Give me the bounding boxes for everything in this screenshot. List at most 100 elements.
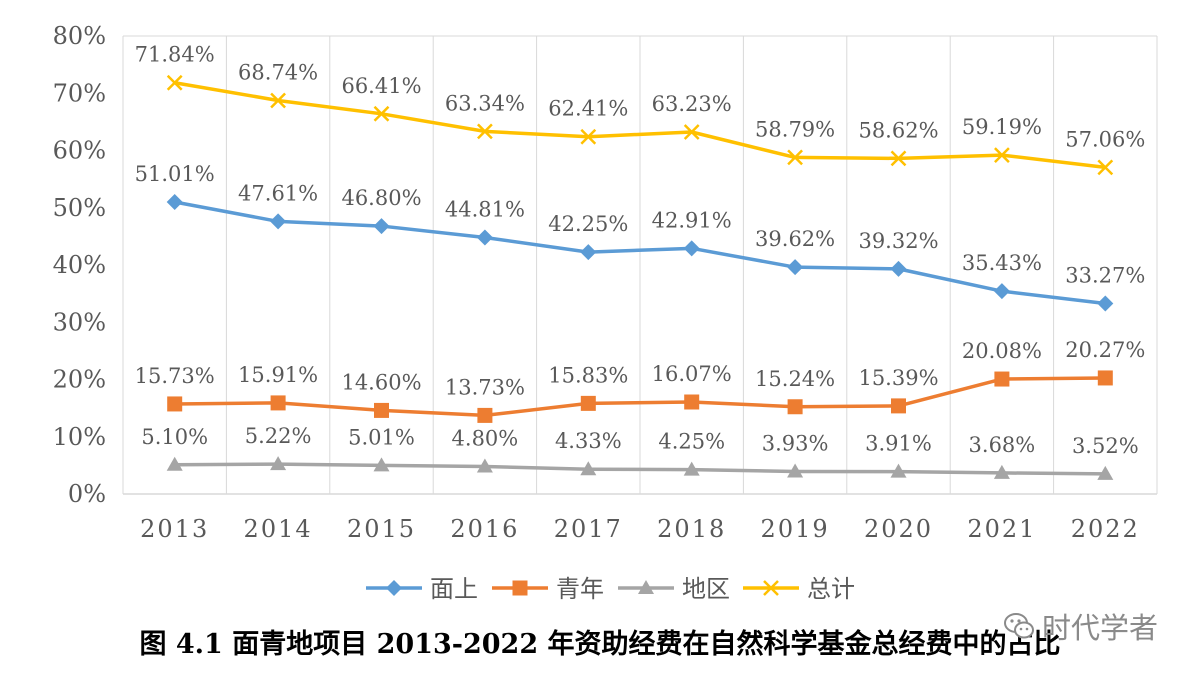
data-label: 51.01% [135,162,215,186]
legend-item: 总计 [743,575,855,603]
data-point-square [167,396,183,412]
data-label: 57.06% [1065,127,1145,151]
y-tick-label: 30% [53,308,106,336]
data-point-triangle [373,457,390,472]
data-point-square [374,402,389,418]
x-tick-label: 2017 [554,515,623,543]
series-line [174,462,1106,476]
data-label: 15.39% [858,366,938,390]
data-point-square [891,398,906,414]
data-point-triangle [580,461,597,476]
y-tick-label: 20% [53,366,106,394]
series-triangle: 5.10% 5.22% 5.01% 4.80% 4.33% 4.25% 3.93% 3.91%… [141,424,1139,480]
x-tick-label: 2014 [244,515,313,543]
watermark: 时代学者 [1002,605,1158,647]
wechat-icon [1004,613,1034,639]
data-label: 5.10% [141,425,208,449]
data-point-square [684,394,700,410]
data-point-square [580,395,596,411]
data-point-x [1097,159,1114,176]
data-label: 20.08% [962,339,1042,363]
data-point-triangle [1097,465,1114,480]
data-label: 4.33% [555,429,622,453]
y-tick-label: 50% [53,194,106,222]
y-tick-label: 60% [53,137,106,165]
y-tick-label: 10% [53,423,106,451]
data-point-triangle [476,458,493,473]
data-label: 3.93% [762,432,829,456]
data-label: 58.62% [858,118,938,142]
y-tick-label: 80% [53,22,106,50]
data-point-diamond [1097,295,1114,312]
watermark-text: 时代学者 [1042,611,1159,645]
data-point-diamond [993,283,1010,300]
legend-label: 青年 [556,575,604,603]
data-point-x [763,580,779,596]
data-label: 3.91% [865,432,932,456]
series-line [174,200,1106,306]
x-tick-label: 2018 [657,515,726,543]
data-point-x [580,128,597,145]
data-point-x [890,150,907,167]
x-tick-label: 2013 [140,515,209,543]
data-label: 16.07% [652,362,732,386]
legend-label: 地区 [682,575,730,603]
data-point-triangle [993,464,1010,479]
data-point-x [477,123,493,140]
data-point-square [270,395,286,411]
data-point-square [477,407,493,423]
data-point-triangle [890,463,907,478]
data-label: 4.25% [658,430,725,454]
series-x: 71.84% 68.74% 66.41% 63.34% 62.41% 63.23% 58.7… [135,43,1145,176]
line-chart: 0% 10% 20% 30% 40% 50% 60% 70% 80% 2013 2014 2015 20… [53,22,1158,603]
data-label: 39.62% [755,227,835,251]
legend-item: 青年 [492,575,604,603]
legend-label: 总计 [807,575,855,603]
data-point-diamond [476,229,493,246]
legend-label: 面上 [430,575,478,603]
data-point-triangle [683,461,700,476]
data-label: 3.52% [1072,434,1139,458]
x-tick-label: 2019 [761,515,830,543]
data-label: 59.19% [962,115,1042,139]
data-point-square [787,399,803,415]
series-line [174,376,1106,418]
legend-item: 面上 [366,575,478,603]
data-point-diamond [166,193,183,210]
data-label: 5.01% [348,425,415,449]
x-tick-label: 2021 [967,515,1036,543]
data-point-triangle [787,463,804,478]
data-point-triangle [270,456,287,471]
series-line [174,80,1106,170]
data-point-diamond [683,240,700,257]
data-label: 42.25% [548,212,628,236]
data-label: 14.60% [341,370,421,394]
x-tick-label: 2015 [347,515,416,543]
data-label: 15.73% [135,364,215,388]
legend-item: 地区 [618,575,730,603]
data-point-diamond [890,260,907,277]
data-point-diamond [373,218,390,235]
y-tick-label: 40% [53,251,106,279]
data-label: 63.34% [445,91,525,115]
data-point-x [994,147,1010,164]
data-label: 63.23% [652,92,732,116]
data-label: 20.27% [1065,338,1145,362]
data-label: 15.24% [755,367,835,391]
data-label: 62.41% [548,97,628,121]
data-label: 44.81% [445,197,525,221]
data-label: 66.41% [341,74,421,98]
data-label: 71.84% [135,43,215,67]
data-label: 15.91% [238,363,318,387]
x-tick-label: 2016 [450,515,519,543]
data-label: 4.80% [452,427,519,451]
data-label: 39.32% [858,229,938,253]
data-point-x [166,74,183,91]
data-label: 13.73% [445,375,525,399]
data-point-diamond [787,259,804,276]
data-point-triangle [166,456,183,471]
data-label: 35.43% [962,251,1042,275]
data-point-x [270,92,286,109]
x-tick-label: 2022 [1071,515,1140,543]
data-point-x [683,124,700,140]
